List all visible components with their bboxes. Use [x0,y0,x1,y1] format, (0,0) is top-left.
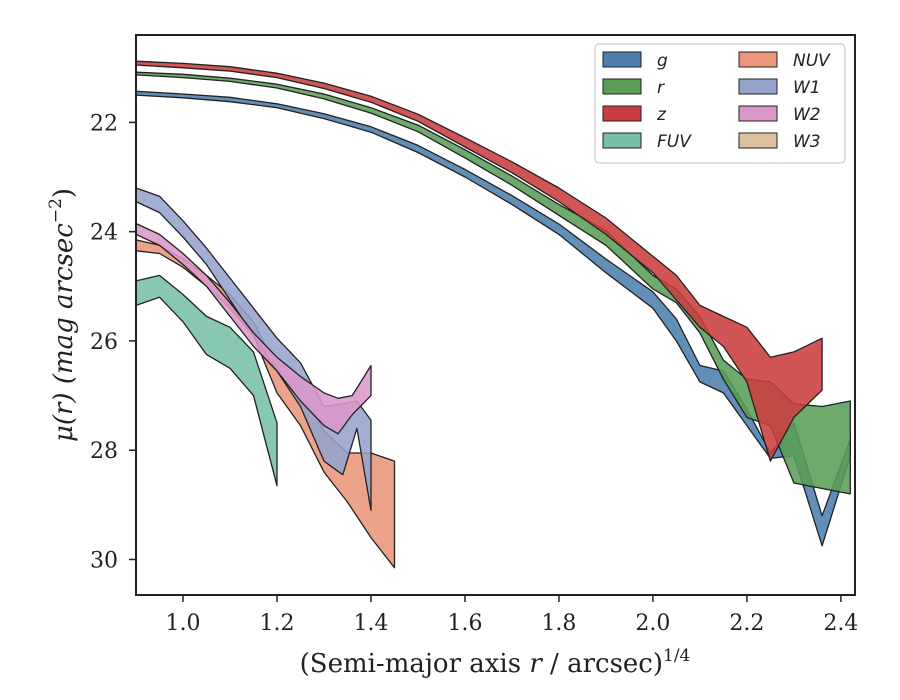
legend-label-w1: W1 [793,78,821,98]
legend-label-w3: W3 [793,132,821,152]
legend-swatch-nuv [738,51,778,68]
legend-label-z: z [656,105,667,125]
y-tick-label: 26 [90,330,118,355]
y-tick-label: 30 [90,548,118,573]
legend-swatch-g [602,51,642,68]
x-tick-label: 1.0 [165,611,200,636]
legend-label-nuv: NUV [793,51,831,71]
x-tick-label: 2.2 [729,611,764,636]
legend-label-g: g [657,51,668,71]
x-axis-label: (Semi-major axis r / arcsec)1/4 [300,646,691,679]
legend-label-r: r [657,78,665,98]
legend-swatch-z [602,105,642,122]
x-tick-label: 2.4 [823,611,858,636]
legend-swatch-w2 [738,105,778,122]
x-tick-label: 1.6 [447,611,482,636]
legend-swatch-w3 [738,132,778,149]
legend-swatch-w1 [738,78,778,95]
band-fuv [136,274,278,487]
y-tick-label: 22 [90,111,118,136]
y-axis-label: μ(r) (mag arcsec−2) [46,188,79,442]
x-tick-label: 1.8 [541,611,576,636]
legend-swatch-r [602,78,642,95]
band-w2 [136,222,372,435]
series-bands [136,60,851,569]
y-tick-label: 24 [90,221,118,246]
plot-frame [135,34,856,596]
legend-swatch-fuv [602,132,642,149]
legend: grz FUV NUV W1 W2 W3 [594,43,846,164]
x-tick-label: 1.4 [353,611,388,636]
y-tick-label: 28 [90,439,118,464]
x-tick-label: 2.0 [635,611,670,636]
x-axis: 1.0 1.2 1.4 1.6 1.8 2.0 2.2 2.4 [165,595,858,636]
y-axis: 22 24 26 28 30 [90,111,136,573]
legend-box [594,43,846,164]
band-r [136,71,851,495]
legend-label-w2: W2 [793,105,821,125]
band-z [136,60,823,462]
x-tick-label: 1.2 [259,611,294,636]
legend-label-fuv: FUV [657,132,692,152]
band-w1 [136,187,372,511]
